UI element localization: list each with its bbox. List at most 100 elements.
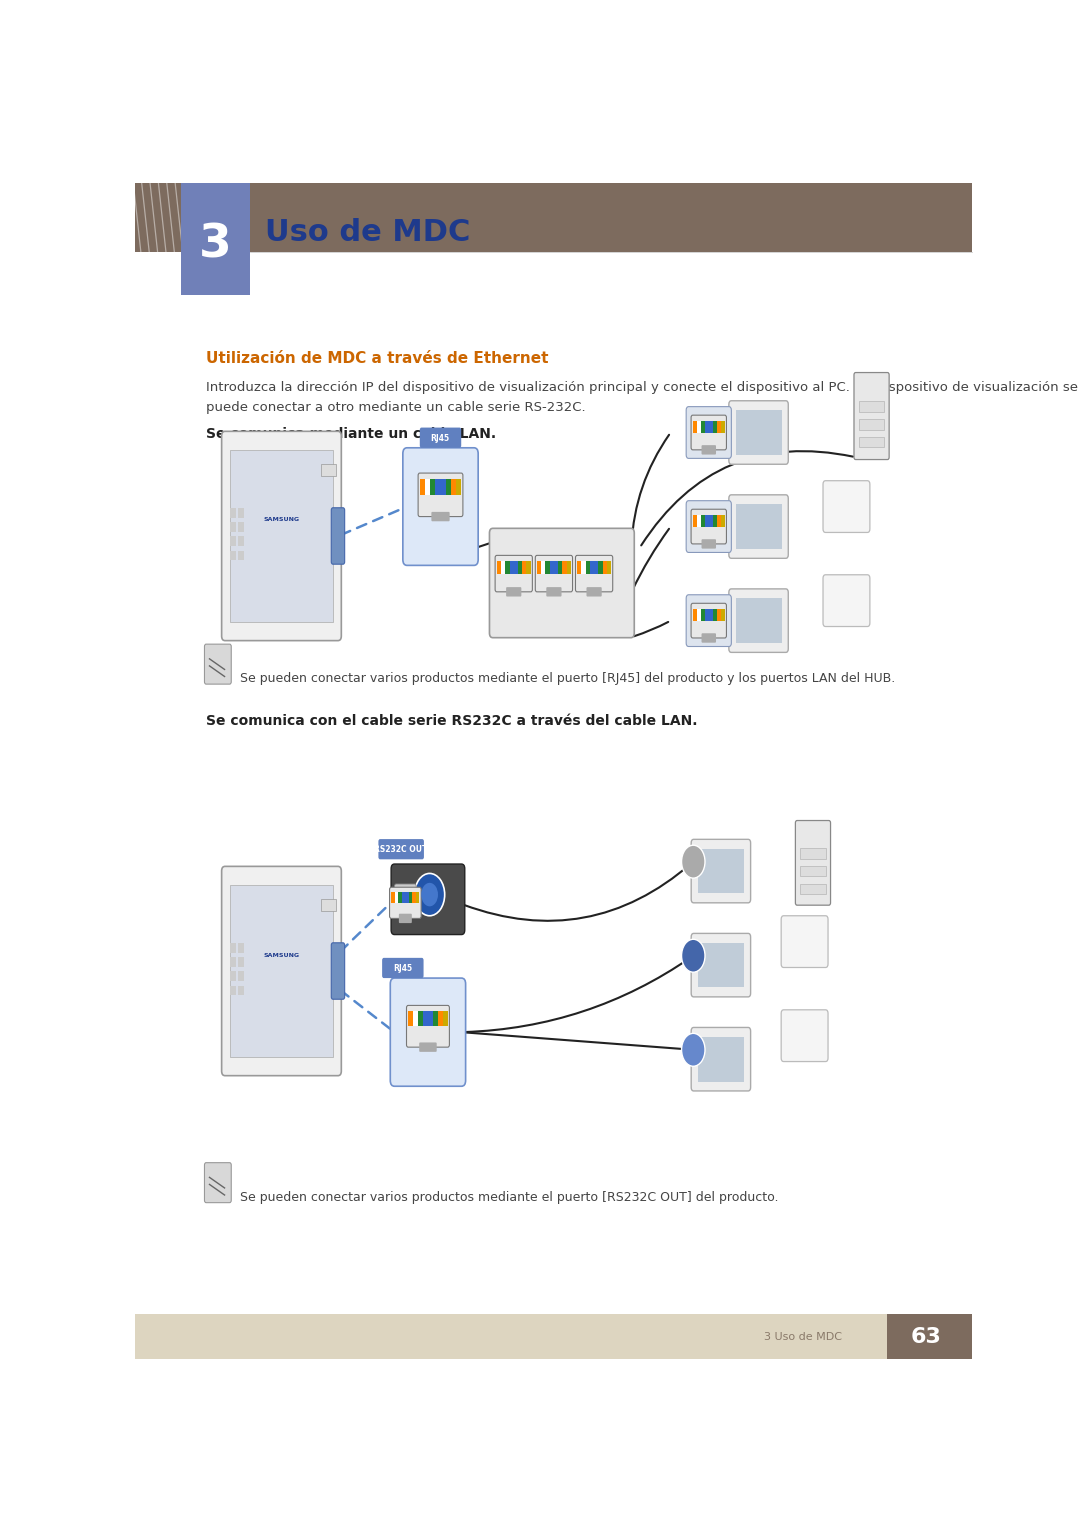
Bar bbox=[428, 1011, 433, 1026]
Text: Se comunica con el cable serie RS232C a través del cable LAN.: Se comunica con el cable serie RS232C a … bbox=[206, 713, 698, 727]
Bar bbox=[230, 450, 333, 621]
FancyBboxPatch shape bbox=[854, 373, 889, 460]
FancyBboxPatch shape bbox=[729, 495, 788, 559]
Bar bbox=[230, 957, 235, 967]
FancyBboxPatch shape bbox=[546, 586, 562, 597]
FancyArrowPatch shape bbox=[464, 1032, 690, 1049]
Bar bbox=[408, 1011, 414, 1026]
Circle shape bbox=[681, 939, 705, 973]
FancyBboxPatch shape bbox=[489, 528, 634, 638]
Bar bbox=[705, 420, 708, 432]
Bar bbox=[859, 402, 885, 412]
Bar bbox=[692, 609, 697, 620]
Text: SAMSUNG: SAMSUNG bbox=[264, 953, 299, 957]
Bar bbox=[230, 944, 235, 953]
FancyArrowPatch shape bbox=[464, 863, 691, 921]
Bar bbox=[800, 884, 825, 895]
FancyBboxPatch shape bbox=[431, 512, 449, 521]
Bar bbox=[717, 515, 720, 527]
Bar bbox=[585, 560, 590, 574]
Bar bbox=[424, 479, 430, 495]
FancyArrowPatch shape bbox=[632, 435, 670, 545]
Bar bbox=[505, 560, 510, 574]
Bar bbox=[563, 560, 567, 574]
Bar bbox=[558, 560, 563, 574]
FancyArrowPatch shape bbox=[633, 528, 669, 589]
Text: 3: 3 bbox=[199, 221, 232, 267]
Bar bbox=[230, 971, 235, 980]
Bar bbox=[701, 420, 705, 432]
Bar bbox=[800, 849, 825, 858]
Bar bbox=[437, 1011, 443, 1026]
Bar bbox=[550, 560, 554, 574]
Bar bbox=[720, 609, 725, 620]
Bar bbox=[698, 942, 744, 988]
Bar bbox=[697, 420, 701, 432]
Bar bbox=[321, 464, 336, 476]
Text: RS232C OUT: RS232C OUT bbox=[374, 846, 428, 854]
FancyBboxPatch shape bbox=[403, 447, 478, 565]
FancyBboxPatch shape bbox=[419, 1043, 436, 1052]
FancyBboxPatch shape bbox=[691, 840, 751, 902]
FancyBboxPatch shape bbox=[332, 508, 345, 563]
FancyBboxPatch shape bbox=[702, 539, 716, 548]
Bar bbox=[433, 1011, 437, 1026]
FancyBboxPatch shape bbox=[221, 431, 341, 641]
Circle shape bbox=[421, 883, 438, 907]
Bar bbox=[698, 849, 744, 893]
FancyBboxPatch shape bbox=[420, 428, 461, 447]
Text: 3 Uso de MDC: 3 Uso de MDC bbox=[765, 1332, 842, 1342]
Bar bbox=[713, 420, 717, 432]
Bar bbox=[705, 515, 708, 527]
Bar bbox=[701, 609, 705, 620]
FancyBboxPatch shape bbox=[686, 501, 731, 553]
Bar bbox=[581, 560, 585, 574]
FancyBboxPatch shape bbox=[795, 820, 831, 906]
FancyBboxPatch shape bbox=[390, 887, 421, 918]
Text: Utilización de MDC a través de Ethernet: Utilización de MDC a través de Ethernet bbox=[206, 351, 549, 366]
FancyBboxPatch shape bbox=[823, 481, 869, 533]
FancyBboxPatch shape bbox=[702, 446, 716, 455]
FancyBboxPatch shape bbox=[495, 556, 532, 592]
Bar bbox=[413, 892, 416, 902]
FancyBboxPatch shape bbox=[399, 913, 411, 924]
Bar bbox=[409, 892, 413, 902]
Bar bbox=[720, 420, 725, 432]
Bar bbox=[230, 522, 235, 531]
FancyBboxPatch shape bbox=[691, 508, 727, 544]
Bar bbox=[321, 899, 336, 912]
Bar bbox=[697, 515, 701, 527]
Text: SAMSUNG: SAMSUNG bbox=[264, 518, 299, 522]
FancyBboxPatch shape bbox=[391, 864, 464, 935]
Bar bbox=[416, 892, 419, 902]
Bar bbox=[607, 560, 611, 574]
Bar bbox=[701, 515, 705, 527]
Bar bbox=[554, 560, 558, 574]
FancyBboxPatch shape bbox=[781, 916, 828, 968]
Bar bbox=[443, 1011, 448, 1026]
FancyBboxPatch shape bbox=[418, 473, 463, 516]
Bar bbox=[735, 411, 782, 455]
FancyBboxPatch shape bbox=[221, 866, 341, 1075]
FancyBboxPatch shape bbox=[378, 840, 424, 860]
Bar bbox=[545, 560, 550, 574]
FancyBboxPatch shape bbox=[332, 942, 345, 999]
Bar bbox=[441, 479, 446, 495]
Bar bbox=[598, 560, 603, 574]
Text: RJ45: RJ45 bbox=[431, 434, 449, 443]
Bar bbox=[523, 560, 526, 574]
Bar bbox=[735, 599, 782, 643]
FancyArrowPatch shape bbox=[634, 621, 669, 637]
Bar bbox=[423, 1011, 428, 1026]
FancyBboxPatch shape bbox=[729, 589, 788, 652]
FancyBboxPatch shape bbox=[702, 634, 716, 643]
Circle shape bbox=[681, 1034, 705, 1066]
Bar bbox=[713, 515, 717, 527]
FancyBboxPatch shape bbox=[406, 1005, 449, 1048]
Bar bbox=[239, 985, 244, 996]
FancyBboxPatch shape bbox=[204, 644, 231, 684]
FancyBboxPatch shape bbox=[691, 1028, 751, 1090]
Bar bbox=[420, 479, 424, 495]
FancyBboxPatch shape bbox=[390, 979, 465, 1086]
Bar bbox=[526, 560, 530, 574]
